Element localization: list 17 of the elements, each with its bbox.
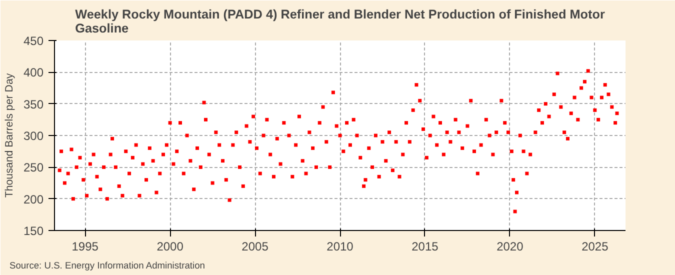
x-tick-label: 2020 <box>496 240 524 254</box>
y-tick-label: 350 <box>23 97 44 112</box>
y-tick-label: 150 <box>23 224 44 238</box>
x-tick-label: 2015 <box>412 240 439 254</box>
x-tick-label: 1995 <box>72 240 99 254</box>
y-tick-label: 250 <box>23 160 44 175</box>
x-tick-label: 2025 <box>582 240 609 254</box>
y-axis-title: Thousand Barrels per Day <box>3 72 16 198</box>
y-tick-label: 450 <box>23 34 44 48</box>
x-tick-label: 2005 <box>242 240 269 254</box>
y-tick-label: 200 <box>23 192 44 206</box>
y-tick-label: 300 <box>23 129 44 143</box>
source-note: Source: U.S. Energy Information Administration <box>10 260 205 270</box>
chart-title: Weekly Rocky Mountain (PADD 4) Refiner and Blender Net Production of Finished Motor Gasoline <box>75 8 605 36</box>
y-tick-label: 400 <box>23 66 44 80</box>
x-tick-label: 2010 <box>326 240 354 254</box>
x-tick-label: 2000 <box>156 240 184 254</box>
